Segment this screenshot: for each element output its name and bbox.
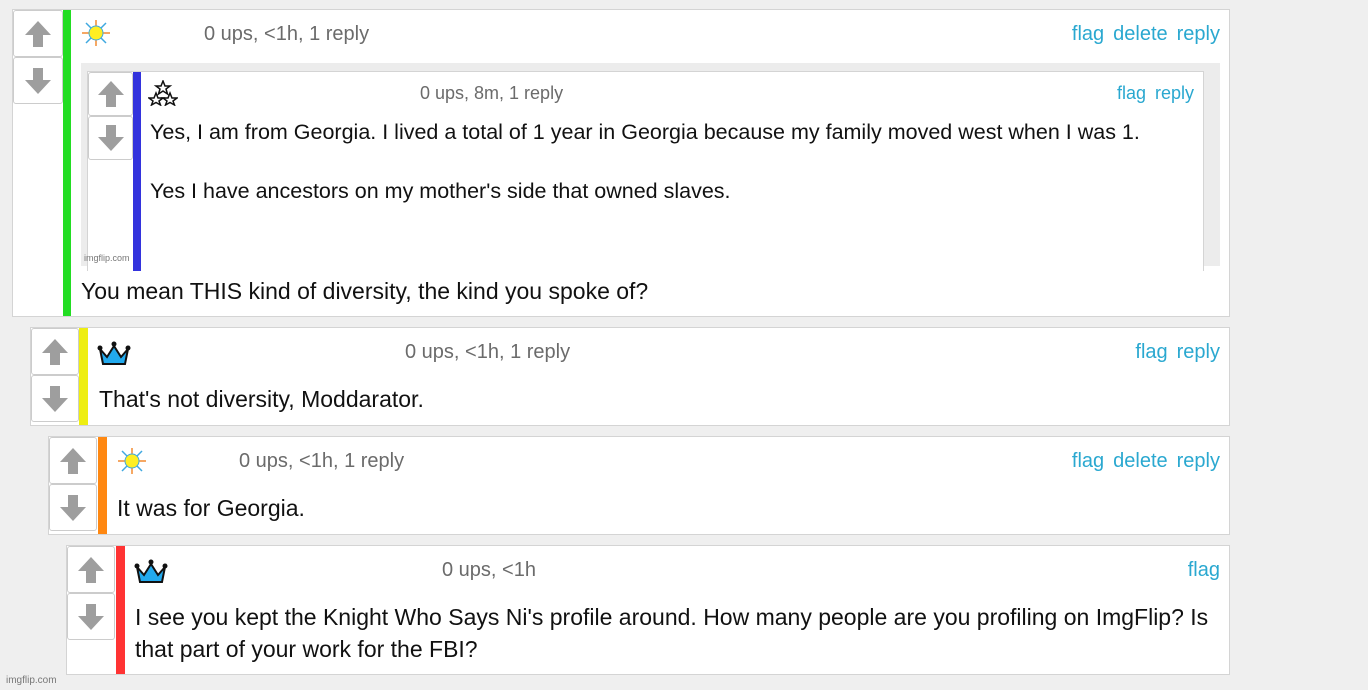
comment-meta: 0 ups, 8m, 1 reply <box>420 83 564 103</box>
reply-link[interactable]: reply <box>1176 450 1220 472</box>
comment: 0 ups, <1h, 1 reply flag delete reply It w… <box>48 436 1230 535</box>
comment-actions: flag reply <box>1126 341 1220 364</box>
comment-meta: 0 ups, <1h, 1 reply <box>239 450 405 472</box>
comment-text: That's not diversity, Moddarator. <box>99 386 424 412</box>
vote-buttons <box>88 72 133 160</box>
comment: 0 ups, <1h, 1 reply flag reply That's not… <box>30 327 1230 426</box>
comment-meta: 0 ups, <1h <box>442 559 536 581</box>
comment-image: 0 ups, 8m, 1 reply flag reply Yes, I am f… <box>81 63 1220 271</box>
crown-icon <box>97 340 131 366</box>
comment-text: It was for Georgia. <box>117 495 305 521</box>
stars-icon <box>148 80 178 106</box>
vote-buttons <box>31 328 79 422</box>
depth-bar <box>79 328 88 425</box>
upvote-button[interactable] <box>31 328 79 375</box>
flag-link[interactable]: flag <box>1135 341 1168 363</box>
watermark: imgflip.com <box>6 675 57 686</box>
embedded-comment: 0 ups, 8m, 1 reply flag reply Yes, I am f… <box>87 71 1204 271</box>
arrow-up-icon <box>23 19 53 49</box>
comment-text: I see you kept the Knight Who Says Ni's … <box>135 604 1215 662</box>
comment: 0 ups, <1h flag I see you kept the Knigh… <box>66 545 1230 675</box>
downvote-button[interactable] <box>49 484 97 531</box>
downvote-button[interactable] <box>13 57 63 104</box>
comment-actions: flag delete reply <box>1063 450 1220 473</box>
depth-bar <box>63 10 71 316</box>
image-watermark: imgflip.com <box>84 253 130 263</box>
comment-actions: flag reply <box>1108 83 1194 104</box>
downvote-button[interactable] <box>31 375 79 422</box>
flag-link[interactable]: flag <box>1071 23 1105 45</box>
sun-icon <box>117 448 147 474</box>
vote-buttons <box>67 546 115 640</box>
delete-link[interactable]: delete <box>1113 23 1168 45</box>
downvote-button[interactable] <box>67 593 115 640</box>
reply-link[interactable]: reply <box>1176 23 1220 45</box>
downvote-button <box>88 116 133 160</box>
comment-text: Yes, I am from Georgia. I lived a total … <box>150 120 1140 203</box>
reply-link[interactable]: reply <box>1176 341 1220 363</box>
comment-text: You mean THIS kind of diversity, the kin… <box>81 278 649 304</box>
upvote-button[interactable] <box>13 10 63 57</box>
flag-link[interactable]: flag <box>1187 559 1220 581</box>
arrow-down-icon <box>76 602 106 632</box>
comment-actions: flag delete reply <box>1063 23 1220 46</box>
comment-actions: flag <box>1179 559 1220 582</box>
flag-link[interactable]: flag <box>1071 450 1105 472</box>
vote-buttons <box>13 10 63 104</box>
arrow-up-icon <box>58 446 88 476</box>
arrow-down-icon <box>96 123 126 153</box>
depth-bar <box>133 72 141 271</box>
arrow-down-icon <box>23 66 53 96</box>
vote-buttons <box>49 437 97 531</box>
arrow-down-icon <box>58 493 88 523</box>
comment-meta: 0 ups, <1h, 1 reply <box>204 23 370 45</box>
arrow-down-icon <box>40 384 70 414</box>
sun-icon <box>81 20 111 46</box>
arrow-up-icon <box>40 337 70 367</box>
comment: 0 ups, <1h, 1 reply flag delete reply 0 up… <box>12 9 1230 317</box>
upvote-button[interactable] <box>67 546 115 593</box>
upvote-button <box>88 72 133 116</box>
arrow-up-icon <box>96 79 126 109</box>
delete-link[interactable]: delete <box>1113 450 1168 472</box>
comment-meta: 0 ups, <1h, 1 reply <box>405 341 571 363</box>
depth-bar <box>98 437 107 534</box>
crown-icon <box>134 558 168 584</box>
upvote-button[interactable] <box>49 437 97 484</box>
depth-bar <box>116 546 125 674</box>
arrow-up-icon <box>76 555 106 585</box>
reply-link: reply <box>1154 83 1194 103</box>
flag-link: flag <box>1116 83 1146 103</box>
